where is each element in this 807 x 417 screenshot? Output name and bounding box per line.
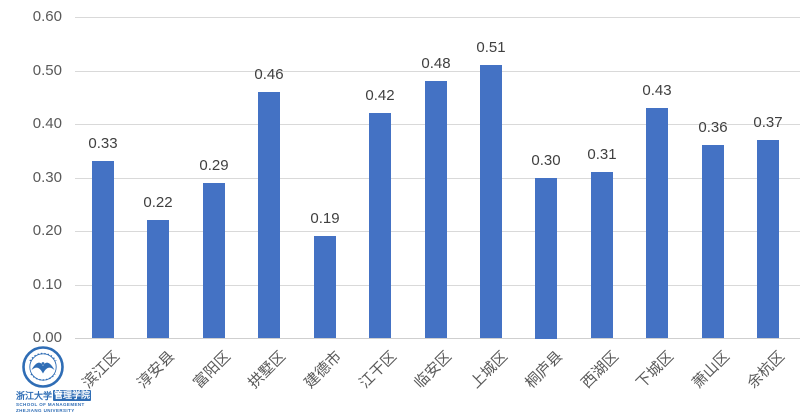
x-axis-category-label: 江干区 xyxy=(356,348,401,392)
x-axis-category-label: 下城区 xyxy=(633,348,678,392)
zju-school-name-en: SCHOOL OF MANAGEMENT xyxy=(16,402,85,407)
bar-value-label: 0.46 xyxy=(254,66,284,83)
bar-value-label: 0.36 xyxy=(698,119,728,136)
x-axis-category-label: 建德市 xyxy=(301,348,346,392)
y-axis-tick-label: 0.40 xyxy=(32,115,62,132)
bar-value-label: 0.51 xyxy=(476,39,506,56)
bar-value-label: 0.33 xyxy=(88,135,118,152)
bar-value-label: 0.29 xyxy=(199,157,229,174)
zju-name-chinese: 浙江大学 管理学院 xyxy=(16,389,110,402)
x-axis-category-label: 西湖区 xyxy=(578,348,623,392)
bar-value-label: 0.19 xyxy=(310,210,340,227)
y-axis-tick-label: 0.30 xyxy=(32,169,62,186)
bar-value-label: 0.30 xyxy=(531,152,561,169)
bar-value-label: 0.48 xyxy=(421,55,451,72)
zju-seal-icon xyxy=(22,346,64,388)
x-axis-category-label: 富阳区 xyxy=(190,348,235,392)
bar xyxy=(646,108,668,338)
x-axis-category-label: 淳安县 xyxy=(134,348,179,392)
bar xyxy=(702,145,724,338)
y-axis-tick-label: 0.00 xyxy=(32,329,62,346)
bar xyxy=(369,113,391,338)
bar-value-label: 0.42 xyxy=(365,87,395,104)
bar xyxy=(258,92,280,338)
bar-value-label: 0.31 xyxy=(587,146,617,163)
zju-logo: 浙江大学 管理学院 SCHOOL OF MANAGEMENT ZHEJIANG … xyxy=(16,346,110,413)
bar-value-label: 0.22 xyxy=(143,194,173,211)
x-axis-category-label: 拱墅区 xyxy=(245,348,290,392)
x-axis-category-label: 余杭区 xyxy=(744,348,789,392)
bar xyxy=(425,81,447,338)
x-axis-category-label: 萧山区 xyxy=(689,348,734,392)
y-axis-tick-label: 0.60 xyxy=(32,8,62,25)
bar xyxy=(147,220,169,338)
bar xyxy=(591,172,613,338)
bar xyxy=(535,178,557,339)
zju-university-name-cn: 浙江大学 xyxy=(16,391,53,401)
x-axis-category-label: 临安区 xyxy=(411,348,456,392)
bar-value-label: 0.43 xyxy=(642,82,672,99)
y-axis-tick-label: 0.50 xyxy=(32,62,62,79)
bar xyxy=(314,236,336,338)
bar xyxy=(480,65,502,338)
bar-value-label: 0.37 xyxy=(753,114,783,131)
x-axis-category-label: 上城区 xyxy=(467,348,512,392)
bar xyxy=(92,161,114,338)
y-axis-tick-label: 0.20 xyxy=(32,222,62,239)
x-axis-line xyxy=(75,338,800,339)
zju-school-name-cn: 管理学院 xyxy=(53,390,92,401)
y-axis-tick-label: 0.10 xyxy=(32,276,62,293)
gridline xyxy=(75,17,800,18)
zju-university-name-en: ZHEJIANG UNIVERSITY xyxy=(16,407,75,413)
gridline xyxy=(75,71,800,72)
bar xyxy=(203,183,225,338)
bar xyxy=(757,140,779,338)
x-axis-category-label: 桐庐县 xyxy=(522,348,567,392)
